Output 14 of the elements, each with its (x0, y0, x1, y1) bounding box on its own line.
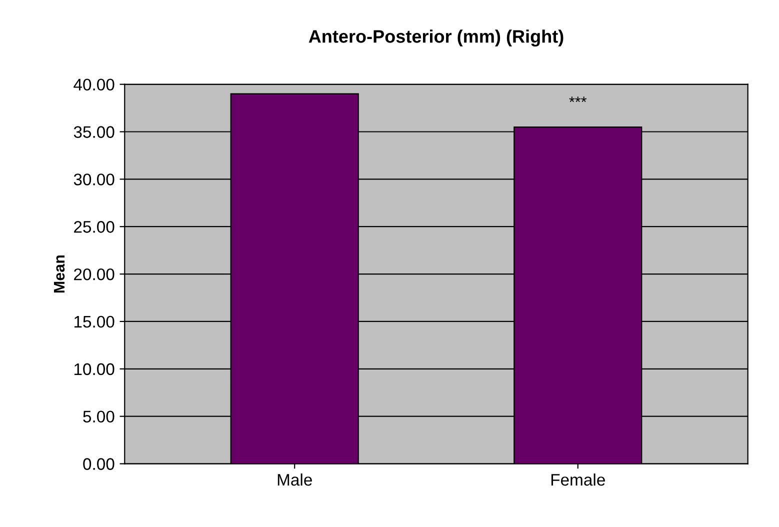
x-tick-label: Female (551, 473, 605, 486)
y-tick-label: 30.00 (74, 174, 114, 186)
y-tick-label: 35.00 (74, 126, 114, 138)
y-tick-label: 25.00 (74, 221, 114, 233)
y-tick-label: 15.00 (74, 316, 114, 328)
chart-title: Antero-Posterior (mm) (Right) (308, 30, 564, 46)
y-axis-title: Mean (54, 255, 65, 293)
y-tick-label: 5.00 (83, 410, 114, 423)
y-tick-label: 40.00 (74, 78, 114, 91)
y-tick-label: 20.00 (74, 268, 114, 280)
x-tick-label: Male (278, 473, 312, 486)
annotation: *** (569, 96, 587, 102)
y-tick-label: 0.00 (83, 458, 114, 470)
y-tick-label: 10.00 (74, 363, 114, 376)
